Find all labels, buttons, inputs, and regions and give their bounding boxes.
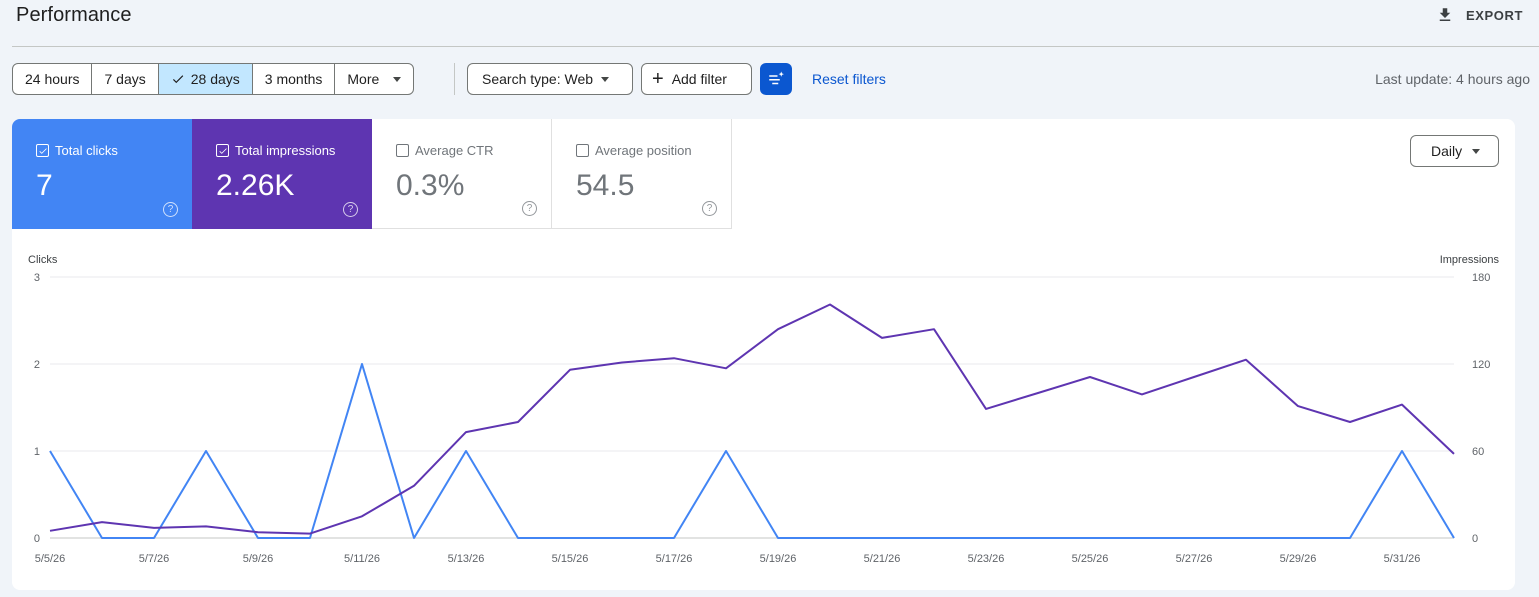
add-filter-button[interactable]: + Add filter xyxy=(641,63,752,95)
x-tick-label: 5/21/26 xyxy=(864,553,901,565)
date-range-label: 3 months xyxy=(264,71,323,87)
y-tick-label-left: 0 xyxy=(34,533,40,545)
help-icon[interactable]: ? xyxy=(522,201,537,216)
more-label: More xyxy=(347,71,380,87)
header-divider xyxy=(12,46,1539,47)
metric-value: 0.3% xyxy=(396,169,465,202)
caret-down-icon xyxy=(393,76,402,82)
checkbox-checked-icon[interactable] xyxy=(216,144,229,157)
y-axis-label-left: Clicks xyxy=(28,254,58,266)
performance-card: Total clicks 7 ? Total impressions 2.26K… xyxy=(12,119,1515,590)
metric-label: Average CTR xyxy=(415,143,494,158)
help-icon[interactable]: ? xyxy=(343,202,358,217)
x-tick-label: 5/5/26 xyxy=(35,553,66,565)
page-title: Performance xyxy=(16,4,132,26)
granularity-label: Daily xyxy=(1431,143,1463,159)
x-tick-label: 5/23/26 xyxy=(968,553,1005,565)
metric-label: Average position xyxy=(595,143,692,158)
metric-value: 54.5 xyxy=(576,169,635,202)
granularity-dropdown[interactable]: Daily xyxy=(1410,135,1499,167)
page-header: Performance EXPORT xyxy=(0,0,1539,47)
date-range-3-months[interactable]: 3 months xyxy=(253,64,336,94)
x-tick-label: 5/15/26 xyxy=(552,553,589,565)
y-tick-label-left: 2 xyxy=(34,359,40,371)
plus-icon: + xyxy=(652,68,664,90)
metric-header: Average CTR xyxy=(396,143,494,158)
metric-average-position[interactable]: Average position 54.5 ? xyxy=(552,119,732,229)
series-line-impressions xyxy=(49,303,1455,535)
metric-label: Total clicks xyxy=(55,143,118,158)
search-type-label: Search type: Web xyxy=(482,71,594,87)
date-range-label: 7 days xyxy=(104,71,146,87)
last-update-text: Last update: 4 hours ago xyxy=(1375,71,1530,87)
y-tick-label-left: 3 xyxy=(34,272,40,284)
metric-header: Total clicks xyxy=(36,143,118,158)
metric-average-ctr[interactable]: Average CTR 0.3% ? xyxy=(372,119,552,229)
filter-settings-button[interactable] xyxy=(760,63,792,95)
y-tick-label-right: 120 xyxy=(1472,359,1490,371)
help-icon[interactable]: ? xyxy=(163,202,178,217)
export-label: EXPORT xyxy=(1465,7,1523,23)
metric-label: Total impressions xyxy=(235,143,336,158)
performance-chart: 0 1 2 3 0 60 120 180 Clicks Impressions 5/5/26 5/7/… xyxy=(28,254,1500,565)
x-tick-label: 5/13/26 xyxy=(448,553,485,565)
metric-header: Average position xyxy=(576,143,692,158)
help-icon[interactable]: ? xyxy=(702,201,717,216)
x-tick-label: 5/19/26 xyxy=(760,553,797,565)
metric-total-impressions[interactable]: Total impressions 2.26K ? xyxy=(192,119,372,229)
y-tick-label-right: 60 xyxy=(1472,446,1484,458)
metric-header: Total impressions xyxy=(216,143,335,158)
filter-sparkle-icon xyxy=(769,71,784,85)
date-range-7-days[interactable]: 7 days xyxy=(92,64,159,94)
metric-total-clicks[interactable]: Total clicks 7 ? xyxy=(12,119,192,229)
x-tick-label: 5/31/26 xyxy=(1384,553,1421,565)
checkbox-checked-icon[interactable] xyxy=(36,144,49,157)
date-range-24-hours[interactable]: 24 hours xyxy=(13,64,93,94)
y-axis-label-right: Impressions xyxy=(1440,254,1500,266)
x-tick-label: 5/7/26 xyxy=(139,553,170,565)
x-tick-label: 5/25/26 xyxy=(1072,553,1109,565)
export-button[interactable]: EXPORT xyxy=(1436,4,1523,26)
y-tick-label-right: 0 xyxy=(1472,533,1478,545)
checkbox-unchecked-icon[interactable] xyxy=(576,144,589,157)
x-tick-label: 5/11/26 xyxy=(344,553,380,565)
y-tick-label-left: 1 xyxy=(34,446,40,458)
x-tick-label: 5/17/26 xyxy=(656,553,693,565)
series-line-clicks xyxy=(49,363,1455,539)
x-tick-label: 5/27/26 xyxy=(1176,553,1213,565)
caret-down-icon xyxy=(1472,148,1481,154)
check-icon xyxy=(172,75,183,84)
add-filter-label: Add filter xyxy=(671,71,727,87)
caret-down-icon xyxy=(601,76,610,82)
toolbar-divider xyxy=(454,63,455,95)
x-tick-label: 5/9/26 xyxy=(243,553,274,565)
date-range-label: 24 hours xyxy=(25,71,80,87)
date-range-more-dropdown[interactable]: More xyxy=(335,64,413,94)
x-tick-label: 5/29/26 xyxy=(1280,553,1317,565)
metric-value: 7 xyxy=(36,169,53,202)
download-icon xyxy=(1439,8,1451,21)
metric-value: 2.26K xyxy=(216,169,295,202)
search-type-dropdown[interactable]: Search type: Web xyxy=(467,63,633,95)
date-range-label: 28 days xyxy=(190,71,240,87)
date-range-28-days[interactable]: 28 days xyxy=(158,64,253,94)
filter-toolbar: 24 hours 7 days 28 days 3 months More Se… xyxy=(12,63,1532,95)
reset-filters-link[interactable]: Reset filters xyxy=(812,71,886,87)
checkbox-unchecked-icon[interactable] xyxy=(396,144,409,157)
date-range-group: 24 hours 7 days 28 days 3 months More xyxy=(12,63,415,95)
y-tick-label-right: 180 xyxy=(1472,272,1490,284)
